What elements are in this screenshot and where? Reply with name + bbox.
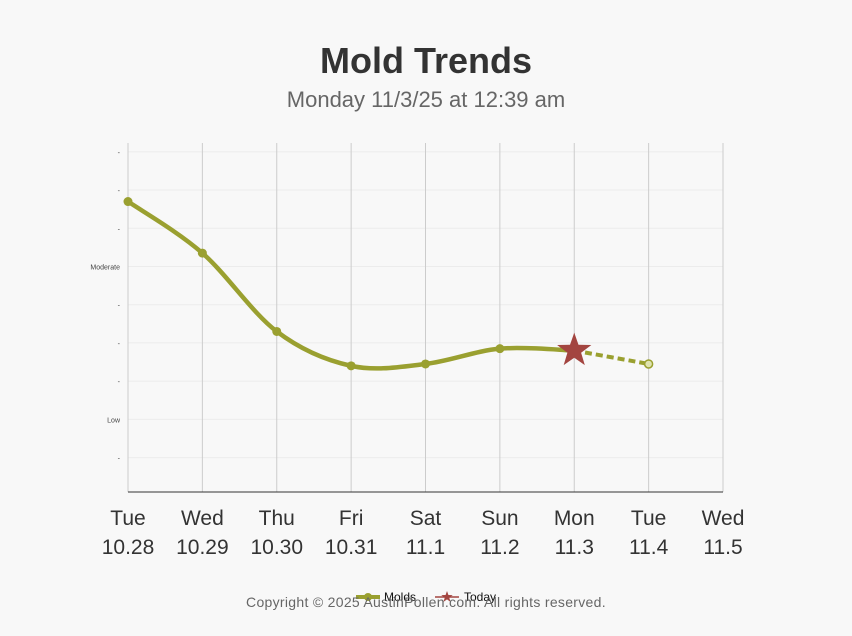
y-tick-label: Moderate <box>90 264 120 271</box>
y-axis-ticks: - Low - - - Moderate - - - <box>90 150 121 463</box>
today-star-marker <box>557 332 592 366</box>
legend-today-label: Today <box>464 590 496 604</box>
molds-forecast-line <box>573 348 649 366</box>
molds-series <box>123 197 654 371</box>
x-tick-date: 11.3 <box>555 536 594 559</box>
molds-data-point <box>346 361 356 371</box>
x-tick-day: Sun <box>481 507 518 530</box>
x-tick-day: Thu <box>259 507 295 530</box>
x-tick-day: Wed <box>702 507 745 530</box>
x-tick-day: Fri <box>339 507 364 530</box>
x-tick-day: Wed <box>181 507 224 530</box>
y-tick-label: - <box>118 341 121 348</box>
x-tick-date: 10.31 <box>325 536 378 559</box>
x-tick-date: 11.2 <box>480 536 519 559</box>
legend-today-star <box>441 591 453 602</box>
molds-data-point <box>197 248 207 258</box>
x-tick-day: Sat <box>410 507 442 530</box>
legend-molds-label: Molds <box>384 590 416 604</box>
chart-title: Mold Trends <box>319 40 532 81</box>
x-tick-date: 11.5 <box>703 536 742 559</box>
molds-data-point <box>421 359 430 369</box>
molds-forecast-point <box>643 359 654 369</box>
x-tick-date: 10.29 <box>176 536 229 559</box>
x-tick-date: 10.28 <box>102 536 155 559</box>
copyright-footer: Copyright © 2025 AustinPollen.com. All r… <box>246 594 606 610</box>
y-tick-label: - <box>118 379 121 386</box>
y-tick-label: - <box>118 226 121 233</box>
y-tick-label: - <box>118 150 121 157</box>
x-tick-day: Mon <box>554 507 595 530</box>
y-tick-label: Low <box>107 417 121 424</box>
x-tick-day: Tue <box>110 507 145 530</box>
y-tick-label: - <box>118 303 121 310</box>
molds-data-point <box>272 326 282 336</box>
y-tick-label: - <box>118 456 121 463</box>
x-axis-ticks: Tue 10.28 Wed 10.29 Thu 10.30 Fri 10.31 Sat 11.1 S… <box>102 507 745 559</box>
x-tick-date: 11.1 <box>406 536 445 559</box>
vertical-gridlines <box>127 143 724 492</box>
y-tick-label: - <box>118 188 121 195</box>
chart-subtitle: Monday 11/3/25 at 12:39 am <box>286 87 566 112</box>
molds-data-point <box>495 344 505 354</box>
molds-data-point <box>123 197 133 207</box>
x-tick-date: 11.4 <box>629 536 669 559</box>
x-tick-day: Tue <box>631 507 666 530</box>
x-tick-date: 10.30 <box>250 536 303 559</box>
legend-molds-marker <box>364 593 372 601</box>
chart-legend: Molds Today <box>356 590 496 604</box>
